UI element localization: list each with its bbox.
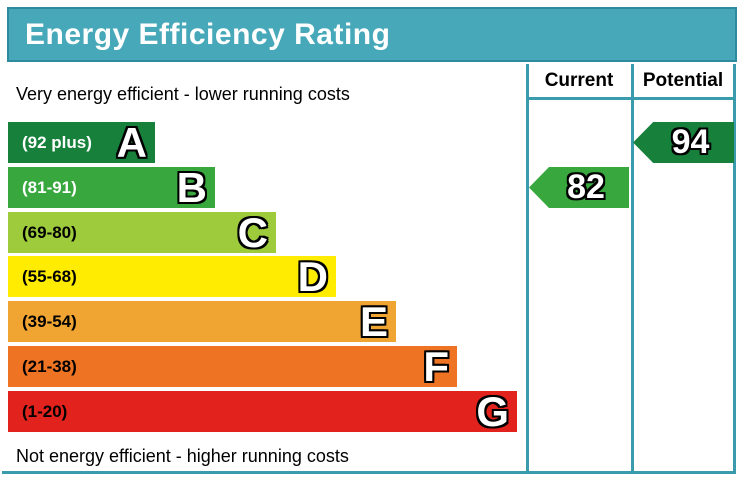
potential-rating-value: 94 bbox=[671, 123, 710, 161]
table-header-underline bbox=[526, 97, 736, 100]
band-range-label: (69-80) bbox=[22, 222, 77, 242]
band-letter: F bbox=[423, 343, 449, 390]
band-row-B: (81-91) B bbox=[8, 164, 215, 211]
bottom-annotation: Not energy efficient - higher running co… bbox=[16, 446, 349, 466]
current-rating-value: 82 bbox=[567, 168, 605, 206]
potential-column-header: Potential bbox=[642, 70, 724, 91]
current-rating-arrow: 82 bbox=[529, 167, 629, 208]
band-letter: E bbox=[359, 298, 388, 345]
band-row-D: (55-68) D bbox=[8, 253, 336, 300]
band-range-label: (39-54) bbox=[22, 311, 77, 331]
band-row-F: (21-38) F bbox=[8, 343, 457, 390]
band-letter: B bbox=[176, 164, 207, 211]
chart-title: Energy Efficiency Rating bbox=[25, 17, 391, 51]
band-row-E: (39-54) E bbox=[8, 298, 396, 345]
top-annotation: Very energy efficient - lower running co… bbox=[16, 84, 350, 104]
current-column-header: Current bbox=[544, 70, 614, 91]
band-letter: A bbox=[116, 119, 147, 166]
table-vertical-line-left bbox=[526, 64, 529, 472]
band-letter: C bbox=[237, 209, 268, 256]
band-range-label: (81-91) bbox=[22, 177, 77, 197]
band-row-G: (1-20) G bbox=[8, 388, 517, 435]
band-letter: D bbox=[297, 253, 328, 300]
table-bottom-line bbox=[2, 471, 736, 474]
chart-title-banner: Energy Efficiency Rating bbox=[7, 7, 737, 62]
table-vertical-line-middle bbox=[631, 64, 634, 472]
band-range-label: (1-20) bbox=[22, 401, 68, 421]
band-range-label: (92 plus) bbox=[22, 132, 92, 152]
band-range-label: (21-38) bbox=[22, 356, 77, 376]
band-letter: G bbox=[476, 388, 509, 435]
band-range-label: (55-68) bbox=[22, 266, 77, 286]
table-vertical-line-right bbox=[733, 64, 736, 472]
band-row-C: (69-80) C bbox=[8, 209, 276, 256]
potential-rating-arrow: 94 bbox=[633, 122, 734, 163]
band-row-A: (92 plus) A bbox=[8, 119, 155, 166]
